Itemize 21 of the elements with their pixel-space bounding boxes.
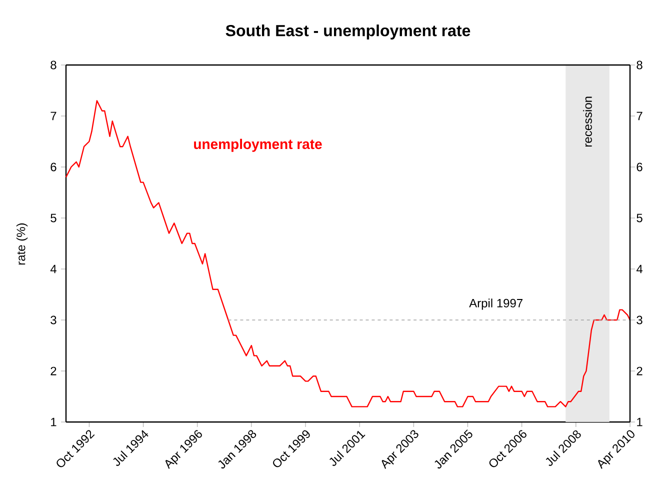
y2-tick-label: 6 xyxy=(636,162,642,172)
y2-tick-label: 3 xyxy=(636,316,642,324)
y2-tick-label: 2 xyxy=(636,366,642,376)
y-tick-label: 5 xyxy=(50,214,56,222)
y-tick-label: 4 xyxy=(50,264,56,274)
y2-tick-label: 8 xyxy=(636,60,642,70)
band-label: recession xyxy=(583,96,592,147)
y-tick-label: 3 xyxy=(50,316,56,324)
y-tick-label: 2 xyxy=(50,366,56,376)
y2-tick-label: 7 xyxy=(636,112,642,120)
text: unemployment rate xyxy=(194,138,322,152)
y-tick-label: 6 xyxy=(50,162,56,172)
annotation: Arpil 1997 xyxy=(469,298,522,310)
y2-tick-label: 1 xyxy=(637,418,642,426)
y-tick-label: 1 xyxy=(51,418,56,426)
y-tick-label: 7 xyxy=(50,112,56,120)
y2-tick-label: 5 xyxy=(636,214,642,222)
y-tick-label: 8 xyxy=(50,60,56,70)
y2-tick-label: 4 xyxy=(636,264,643,274)
y-axis-title: rate (%) xyxy=(16,223,28,265)
chart-title: South East - unemployment rate xyxy=(226,24,470,40)
